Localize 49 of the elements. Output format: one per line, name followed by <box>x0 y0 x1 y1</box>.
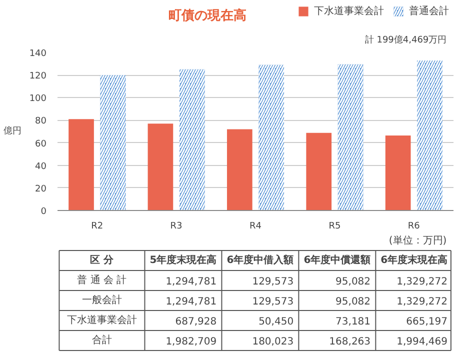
text: (単位：万円) <box>388 234 447 246</box>
text: 73,181 <box>336 316 371 328</box>
text: 一般会計 <box>82 294 122 306</box>
text: 1,982,709 <box>166 336 217 348</box>
y-tick-label: 40 <box>35 162 47 172</box>
text: 168,263 <box>329 336 371 348</box>
text: 6年度末現在高 <box>380 254 448 266</box>
x-tick-label: R4 <box>250 222 262 232</box>
text: 6年度中借入額 <box>226 254 294 266</box>
bar <box>68 119 94 210</box>
y-tick-label: 120 <box>29 72 47 82</box>
y-tick-label: 100 <box>29 94 47 104</box>
text: 95,082 <box>336 296 371 308</box>
y-tick-label: 140 <box>29 49 47 59</box>
bar <box>385 135 411 210</box>
text: 180,023 <box>252 336 294 348</box>
text: 普 通 会 計 <box>77 274 127 286</box>
text: 1,294,781 <box>166 296 217 308</box>
chart-title: 町債の現在高 <box>168 8 247 24</box>
bar <box>306 132 332 210</box>
legend-label: 下水道事業会計 <box>314 4 384 18</box>
text: 合計 <box>92 334 112 346</box>
x-tick-label: R3 <box>170 222 182 232</box>
text: 区 分 <box>90 254 115 266</box>
text: 計 199億4,469万円 <box>364 34 447 46</box>
text: 665,197 <box>406 316 448 328</box>
y-axis-title: 億円 <box>3 126 22 136</box>
text: 129,573 <box>252 296 294 308</box>
y-tick-label: 80 <box>35 116 47 127</box>
text: 687,928 <box>175 316 217 328</box>
text: 1,329,272 <box>396 296 448 308</box>
text: 95,082 <box>336 276 371 288</box>
y-tick-label: 60 <box>35 139 47 150</box>
y-tick-label: 0 <box>40 207 47 217</box>
bar <box>226 129 252 210</box>
text: 6年度中償還額 <box>304 254 371 266</box>
x-tick-label: R5 <box>328 222 341 232</box>
x-tick-label: R2 <box>91 222 104 232</box>
x-tick-label: R6 <box>408 222 420 232</box>
y-tick-label: 20 <box>35 184 47 194</box>
text: 1,294,781 <box>166 276 217 288</box>
legend-label: 普通会計 <box>409 4 449 18</box>
text: 1,994,469 <box>396 336 448 348</box>
text: 下水道事業会計 <box>66 314 137 326</box>
bar <box>148 124 174 210</box>
text: 1,329,272 <box>396 276 448 288</box>
text: 50,450 <box>258 316 294 328</box>
text: 129,573 <box>252 276 294 288</box>
text: 5年度末現在高 <box>150 254 217 266</box>
